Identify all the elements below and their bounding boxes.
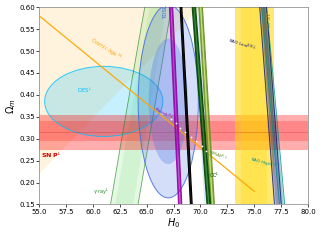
Ellipse shape (158, 0, 247, 234)
Text: CC$^L$: CC$^L$ (209, 171, 220, 180)
Ellipse shape (178, 0, 197, 234)
Ellipse shape (242, 0, 299, 234)
Ellipse shape (242, 0, 314, 234)
Text: WMAP$^{P,L}$: WMAP$^{P,L}$ (206, 147, 228, 164)
Text: CS SN$^L$: CS SN$^L$ (265, 11, 274, 29)
Bar (39, 115, 308, 150)
Text: BAO High$^{B,M,L}$: BAO High$^{B,M,L}$ (249, 155, 281, 173)
Polygon shape (39, 7, 201, 174)
Bar (241, 7, 267, 205)
Ellipse shape (169, 0, 249, 234)
Ellipse shape (45, 66, 163, 136)
Text: BAO Low$^{B,M,L}$: BAO Low$^{B,M,L}$ (227, 36, 258, 54)
Ellipse shape (61, 0, 200, 234)
Ellipse shape (173, 0, 202, 234)
X-axis label: $H_0$: $H_0$ (167, 216, 180, 230)
Ellipse shape (173, 0, 239, 234)
Text: TDSL: TDSL (163, 5, 168, 19)
Ellipse shape (138, 5, 198, 198)
Bar (39, 121, 308, 141)
Text: $\gamma$-ray$^L$: $\gamma$-ray$^L$ (93, 186, 109, 197)
Text: SN P$^L$: SN P$^L$ (41, 150, 62, 160)
Ellipse shape (144, 0, 210, 234)
Ellipse shape (254, 0, 301, 234)
Text: Cosmic Age $^{HL}$: Cosmic Age $^{HL}$ (88, 35, 124, 63)
Y-axis label: $\Omega_m$: $\Omega_m$ (4, 98, 18, 114)
Ellipse shape (24, 0, 237, 234)
Text: Planck$^{P,L}$: Planck$^{P,L}$ (152, 105, 175, 123)
Ellipse shape (185, 0, 227, 234)
Ellipse shape (227, 0, 314, 234)
Text: DES$^L$: DES$^L$ (77, 86, 92, 95)
Ellipse shape (149, 39, 188, 164)
Ellipse shape (155, 0, 198, 234)
Bar (235, 7, 274, 205)
Ellipse shape (183, 0, 235, 234)
